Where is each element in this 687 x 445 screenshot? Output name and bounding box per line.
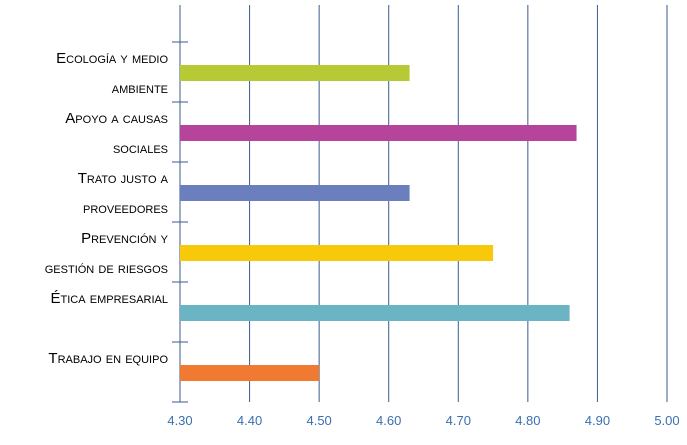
x-tick-label: 5.00	[654, 413, 679, 428]
bar	[180, 65, 410, 81]
category-label: Prevención y gestión de riesgos	[45, 230, 169, 277]
category-label: Ética empresarial	[51, 290, 168, 307]
category-axis	[172, 41, 188, 403]
x-tick-label: 4.50	[306, 413, 331, 428]
bar	[180, 305, 570, 321]
category-label: Trabajo en equipo	[48, 350, 168, 367]
x-tick-labels: 4.30 4.40 4.50 4.60 4.70 4.80 4.90 5.00	[167, 413, 679, 428]
x-tick-label: 4.70	[446, 413, 471, 428]
category-labels: Ecología y medio ambiente Apoyo a causas so…	[45, 50, 169, 367]
grid-lines	[179, 5, 668, 402]
bar	[180, 125, 577, 141]
x-tick-label: 4.80	[515, 413, 540, 428]
bar	[180, 365, 320, 381]
category-label: Ecología y medio ambiente	[56, 50, 168, 97]
bar	[180, 245, 494, 261]
x-tick-label: 4.90	[585, 413, 610, 428]
bars	[180, 65, 577, 381]
bar	[180, 185, 410, 201]
x-tick-label: 4.30	[167, 413, 192, 428]
category-label: Trato justo a proveedores	[78, 170, 169, 217]
category-label: Apoyo a causas sociales	[65, 110, 168, 157]
x-tick-label: 4.60	[376, 413, 401, 428]
x-tick-label: 4.40	[237, 413, 262, 428]
